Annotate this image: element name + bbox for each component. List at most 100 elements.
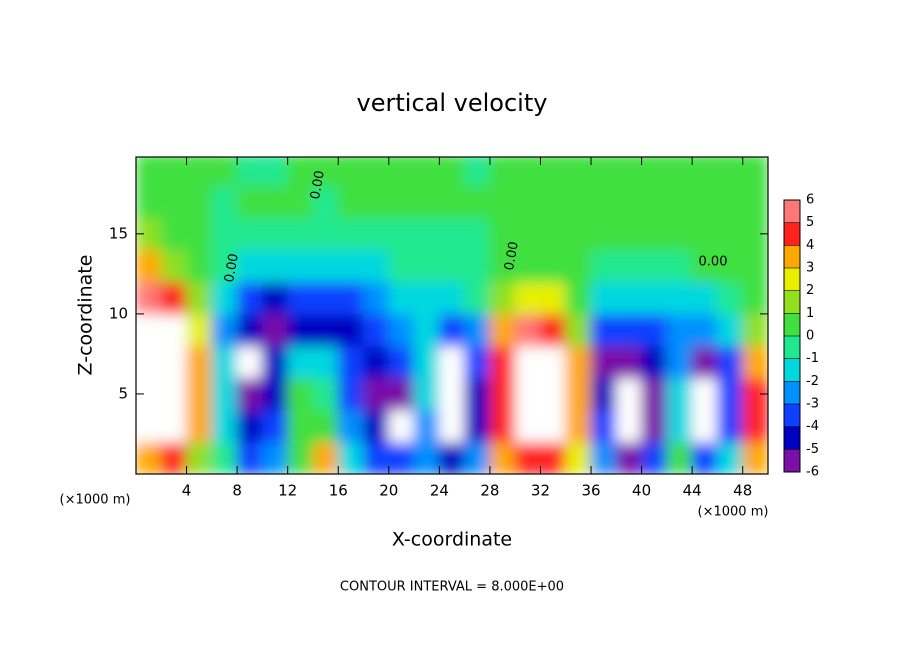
field-cell <box>691 441 718 474</box>
field-cell <box>186 281 213 315</box>
colorbar-swatch <box>784 336 800 359</box>
field-cell <box>136 185 162 219</box>
field-cell <box>539 249 567 283</box>
x-tick-label: 40 <box>632 482 651 500</box>
field-cell <box>565 281 592 315</box>
field-cell <box>388 157 415 187</box>
field-cell <box>691 217 718 251</box>
field-cell <box>590 409 617 443</box>
field-cell <box>489 157 516 187</box>
field-cell <box>413 313 440 347</box>
field-cell <box>438 281 466 315</box>
field-cell <box>363 377 390 411</box>
field-cell <box>590 249 617 283</box>
colorbar-swatch <box>784 222 800 246</box>
field-cell <box>388 217 415 251</box>
field-cell <box>615 249 643 283</box>
colorbar-tick-label: 4 <box>806 238 814 253</box>
field-cell <box>464 313 491 347</box>
field-cell <box>261 441 289 474</box>
field-cell <box>312 345 339 379</box>
field-cell <box>615 377 643 411</box>
field-cell <box>666 441 693 474</box>
field-cell <box>464 281 491 315</box>
field-cell <box>565 217 592 251</box>
field-cell <box>211 217 238 251</box>
field-cell <box>742 441 768 474</box>
field-cell <box>312 185 339 219</box>
y-tick-label: 5 <box>118 384 128 402</box>
field-cell <box>211 157 238 187</box>
x-tick-label: 48 <box>733 482 752 500</box>
field-cell <box>666 313 693 347</box>
field-cell <box>136 249 162 283</box>
field-cell <box>312 249 339 283</box>
field-cell <box>211 377 238 411</box>
field-cell <box>742 157 768 187</box>
field-cell <box>641 281 668 315</box>
colorbar-tick-label: -4 <box>806 419 819 434</box>
field-cell <box>160 345 188 379</box>
field-cell <box>287 281 314 315</box>
field-cell <box>742 281 768 315</box>
contour-label: 0.00 <box>502 240 522 271</box>
field-cell <box>565 157 592 187</box>
colorbar-tick-label: 5 <box>806 215 814 230</box>
x-tick-label: 36 <box>581 482 600 500</box>
field-cell <box>438 157 466 187</box>
field-cell <box>514 157 541 187</box>
field-cell <box>261 217 289 251</box>
field-cell <box>641 377 668 411</box>
field-cell <box>691 345 718 379</box>
field-cell <box>236 281 263 315</box>
field-cell <box>287 345 314 379</box>
colorbar-tick-label: 2 <box>806 283 814 298</box>
colorbar-tick-label: 1 <box>806 306 814 321</box>
field-cell <box>565 185 592 219</box>
field-cell <box>160 217 188 251</box>
field-cell <box>261 185 289 219</box>
field-cell <box>489 281 516 315</box>
field-cell <box>641 313 668 347</box>
field-cell <box>565 345 592 379</box>
field-cell <box>337 217 365 251</box>
field-cell <box>489 409 516 443</box>
field-cell <box>261 313 289 347</box>
field-cell <box>539 185 567 219</box>
field-cell <box>287 377 314 411</box>
field-cell <box>413 249 440 283</box>
field-cell <box>539 377 567 411</box>
field-cell <box>287 409 314 443</box>
field-cell <box>691 313 718 347</box>
field-cell <box>539 313 567 347</box>
field-cell <box>742 249 768 283</box>
field-cell <box>312 441 339 474</box>
field <box>136 157 768 474</box>
y-tick-label: 10 <box>109 304 128 322</box>
colorbar-swatch <box>784 313 800 336</box>
field-cell <box>363 185 390 219</box>
field-cell <box>186 185 213 219</box>
field-cell <box>287 249 314 283</box>
field-cell <box>666 281 693 315</box>
field-cell <box>641 157 668 187</box>
field-cell <box>641 185 668 219</box>
x-tick-label: 24 <box>430 482 449 500</box>
field-cell <box>666 157 693 187</box>
field-cell <box>716 409 744 443</box>
field-cell <box>136 345 162 379</box>
field-cell <box>388 281 415 315</box>
colorbar-tick-label: 0 <box>806 329 814 344</box>
field-cell <box>312 157 339 187</box>
field-cell <box>211 249 238 283</box>
field-cell <box>211 281 238 315</box>
x-unit-label: (×1000 m) <box>60 493 131 508</box>
field-cell <box>464 441 491 474</box>
field-cell <box>160 185 188 219</box>
field-cell <box>236 345 263 379</box>
field-cell <box>539 157 567 187</box>
field-cell <box>590 185 617 219</box>
field-cell <box>691 157 718 187</box>
field-cell <box>438 345 466 379</box>
field-cell <box>160 281 188 315</box>
